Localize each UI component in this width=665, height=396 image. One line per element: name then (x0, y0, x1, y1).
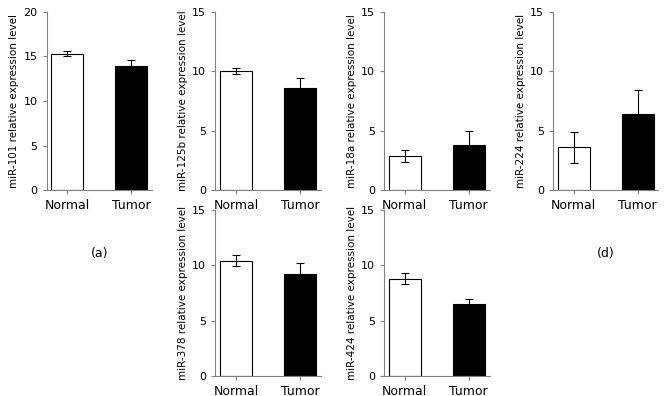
Bar (284, 88, 316, 190)
Bar (389, 156, 421, 190)
Bar (115, 66, 147, 190)
Text: (c): (c) (428, 247, 445, 260)
Y-axis label: miR-424 relative expression level: miR-424 relative expression level (347, 206, 357, 380)
Y-axis label: miR-224 relative expression level: miR-224 relative expression level (515, 14, 525, 188)
Bar (453, 304, 485, 376)
Text: (a): (a) (90, 247, 108, 260)
Bar (453, 145, 485, 190)
Text: (b): (b) (259, 247, 277, 260)
Y-axis label: miR-125b relative expression level: miR-125b relative expression level (178, 11, 188, 191)
Bar (389, 279, 421, 376)
Y-axis label: miR-101 relative expression level: miR-101 relative expression level (9, 14, 19, 188)
Bar (220, 71, 252, 190)
Y-axis label: miR-378 relative expression level: miR-378 relative expression level (178, 206, 188, 380)
Bar (51, 54, 83, 190)
Y-axis label: miR-18a relative expression level: miR-18a relative expression level (347, 14, 357, 188)
Bar (220, 261, 252, 376)
Bar (558, 147, 590, 190)
Bar (622, 114, 654, 190)
Bar (284, 274, 316, 376)
Text: (d): (d) (597, 247, 614, 260)
